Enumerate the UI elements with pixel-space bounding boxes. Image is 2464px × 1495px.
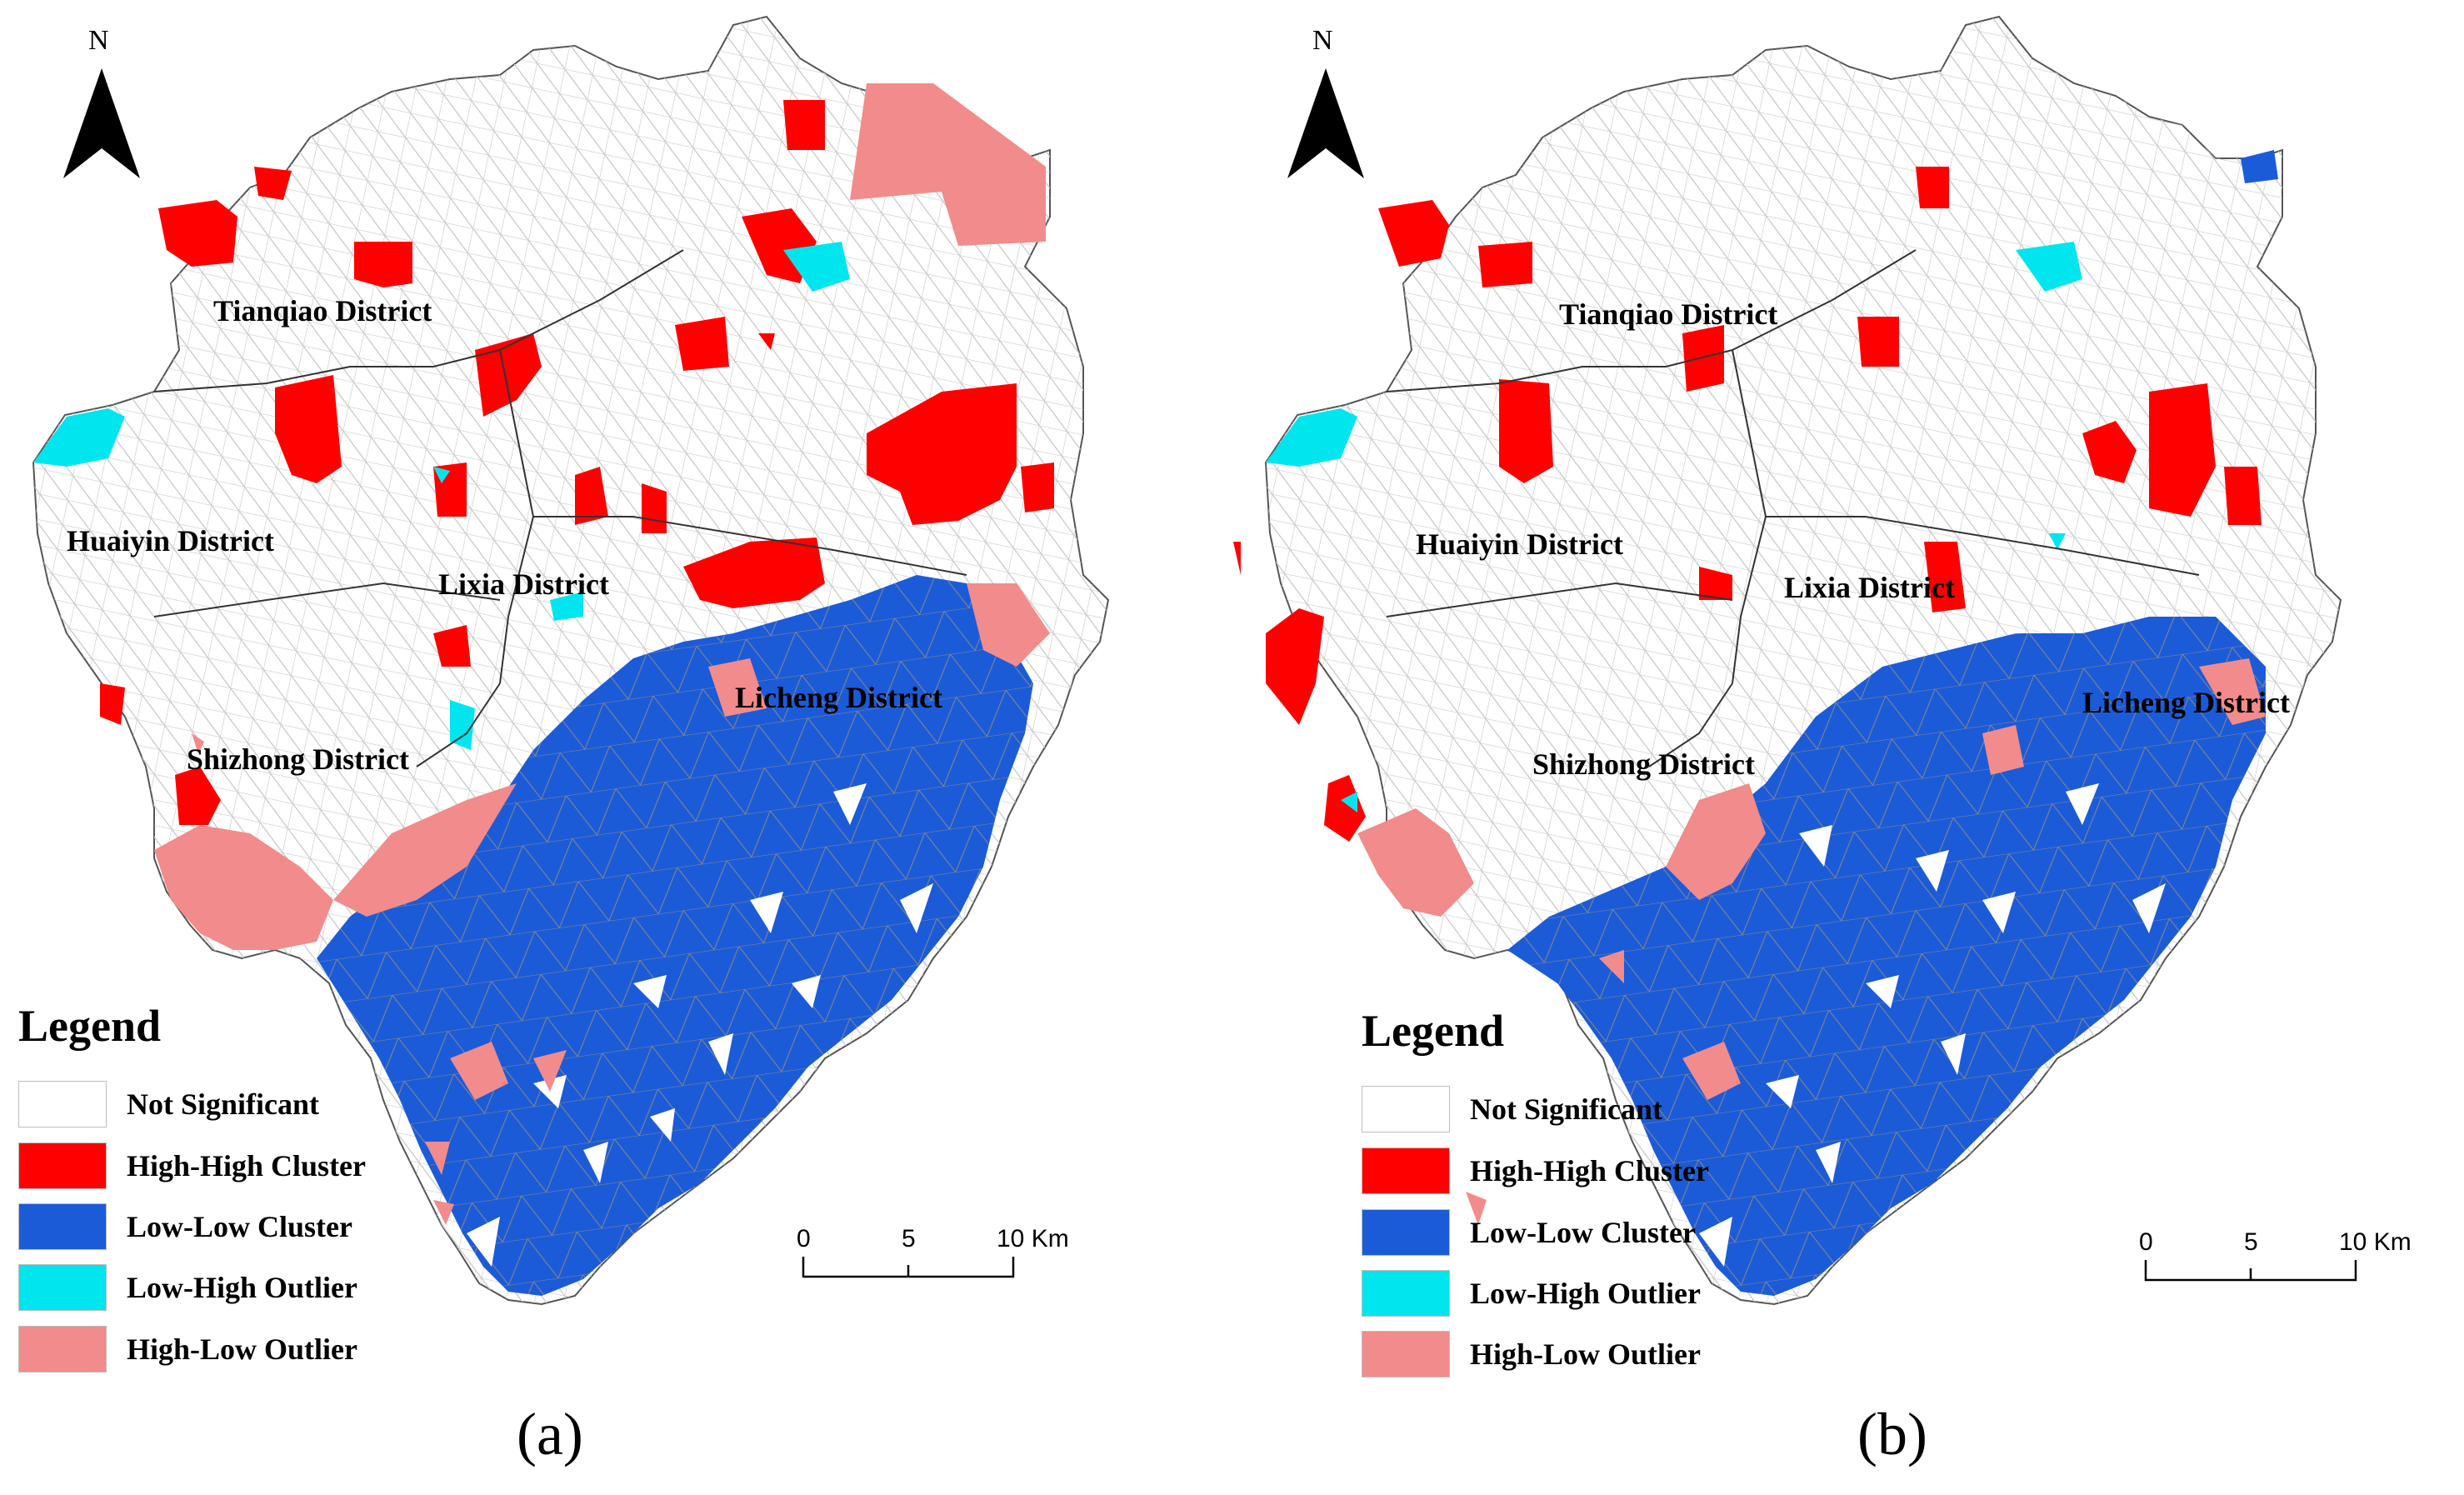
legend-swatch — [1362, 1086, 1450, 1132]
district-label-shizhong: Shizhong District — [187, 742, 410, 776]
north-arrow-icon — [1287, 68, 1364, 178]
map-panel-a: N Tianqiao District Huaiyin District Lix… — [18, 15, 1110, 1468]
legend-swatch — [1362, 1270, 1450, 1317]
high-low-outlier-regions — [1357, 658, 2266, 1225]
map-b-graphic — [1233, 15, 2342, 1306]
legend-item-not-significant: Not Significant — [18, 1080, 319, 1128]
district-label-shizhong: Shizhong District — [1532, 748, 1756, 781]
legend-label: Low-High Outlier — [127, 1271, 357, 1304]
legend-item-low-high: Low-High Outlier — [1362, 1269, 1701, 1318]
scale-tick-0: 0 — [797, 1225, 811, 1252]
legend-item-low-high: Low-High Outlier — [18, 1263, 357, 1312]
scale-tick-10: 10 Km — [2339, 1228, 2412, 1256]
legend-item-high-low: High-Low Outlier — [18, 1325, 357, 1373]
district-label-lixia: Lixia District — [1784, 571, 1955, 604]
legend-label: Low-High Outlier — [1470, 1277, 1701, 1310]
district-label-tianqiao: Tianqiao District — [1559, 298, 1778, 331]
high-high-cluster-regions — [100, 100, 1054, 825]
legend-label: High-Low Outlier — [1470, 1338, 1701, 1371]
north-label: N — [1312, 25, 1333, 56]
district-label-lixia: Lixia District — [438, 568, 609, 601]
legend-item-high-low: High-Low Outlier — [1362, 1330, 1701, 1378]
legend-label: Low-Low Cluster — [127, 1210, 352, 1243]
legend-swatch — [1362, 1148, 1450, 1194]
not-significant-holes — [467, 783, 933, 1267]
legend-item-high-high: High-High Cluster — [1362, 1147, 1709, 1195]
legend-label: High-Low Outlier — [127, 1332, 357, 1366]
legend-title: Legend — [1362, 1006, 1505, 1056]
legend-swatch — [1362, 1209, 1450, 1256]
district-label-licheng: Licheng District — [2082, 686, 2290, 719]
map-a-graphic — [32, 15, 1110, 1306]
legend-swatch — [1362, 1331, 1450, 1378]
low-high-outlier-regions — [33, 242, 850, 750]
legend-item-low-low: Low-Low Cluster — [18, 1202, 352, 1251]
district-label-tianqiao: Tianqiao District — [213, 294, 432, 328]
legend-item-high-high: High-High Cluster — [18, 1142, 366, 1190]
legend-item-low-low: Low-Low Cluster — [1362, 1208, 1696, 1257]
map-panel-b: N Tianqiao District Huaiyin District Lix… — [1232, 0, 2464, 1495]
north-label: N — [88, 25, 109, 56]
scale-tick-5: 5 — [902, 1225, 916, 1252]
legend-item-not-significant: Not Significant — [1362, 1085, 1662, 1133]
district-label-huaiyin: Huaiyin District — [1416, 528, 1623, 561]
legend-label: High-High Cluster — [1470, 1154, 1710, 1188]
district-boundaries — [1386, 249, 2200, 768]
legend-label: Not Significant — [1470, 1092, 1663, 1126]
scale-tick-10: 10 Km — [997, 1225, 1069, 1252]
legend-label: Low-Low Cluster — [1470, 1216, 1696, 1249]
scale-bar — [802, 1257, 1015, 1278]
legend-swatch — [18, 1264, 107, 1311]
high-low-outlier-regions — [154, 83, 1050, 1225]
scale-bar — [2144, 1260, 2357, 1282]
legend-label: Not Significant — [127, 1088, 320, 1121]
legend-title: Legend — [18, 1001, 162, 1051]
low-high-outlier-regions — [1266, 242, 2082, 812]
scale-tick-0: 0 — [2139, 1228, 2153, 1256]
high-high-cluster-regions — [1233, 167, 2262, 842]
legend-swatch — [18, 1326, 107, 1372]
north-arrow-icon — [63, 68, 140, 178]
legend-swatch — [18, 1081, 107, 1128]
panel-caption: (b) — [1857, 1401, 1927, 1468]
district-label-licheng: Licheng District — [735, 681, 942, 714]
panel-caption: (a) — [517, 1401, 583, 1468]
legend-swatch — [18, 1203, 107, 1250]
not-significant-holes — [1699, 783, 2166, 1267]
scale-tick-5: 5 — [2244, 1228, 2258, 1256]
district-label-huaiyin: Huaiyin District — [67, 524, 274, 558]
district-boundaries — [153, 249, 967, 768]
legend-label: High-High Cluster — [127, 1149, 367, 1182]
low-low-cluster-north — [2241, 150, 2278, 183]
legend-swatch — [18, 1142, 107, 1189]
